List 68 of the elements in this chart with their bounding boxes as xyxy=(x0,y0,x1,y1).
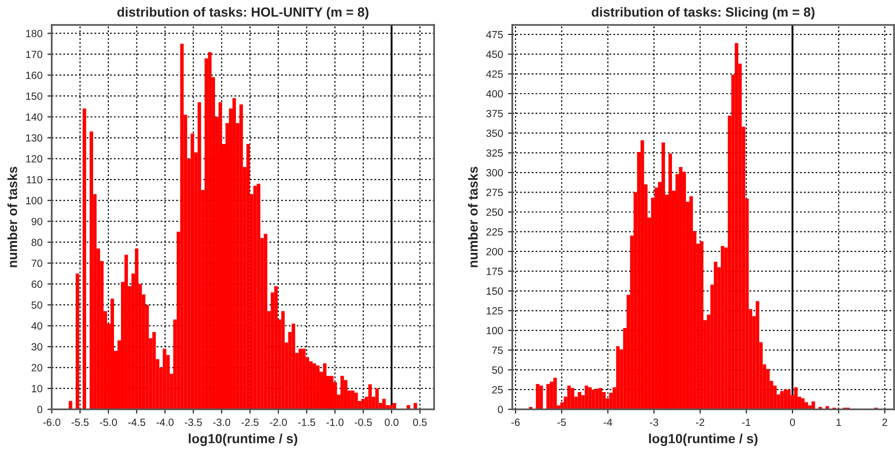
y-tick-label: 250 xyxy=(486,208,503,216)
y-tick-label: 400 xyxy=(486,90,503,98)
chart-title: distribution of tasks: HOL-UNITY (m = 8) xyxy=(117,7,368,20)
x-tick-label: -4 xyxy=(604,418,612,426)
y-tick-label: 90 xyxy=(32,218,42,226)
y-tick-label: 110 xyxy=(26,176,42,184)
y-tick-label: 70 xyxy=(32,260,42,267)
y-tick-label: 300 xyxy=(486,169,503,176)
x-tick-label: -4.0 xyxy=(156,418,174,426)
y-axis-title: number of tasks xyxy=(468,166,478,268)
y-tick-label: 30 xyxy=(32,343,42,351)
y-tick-label: 275 xyxy=(486,188,503,196)
x-tick-label: 1 xyxy=(836,418,842,426)
y-tick-label: 170 xyxy=(26,50,42,58)
y-tick-label: 350 xyxy=(486,130,503,137)
y-tick-label: 140 xyxy=(26,113,42,121)
y-tick-label: 50 xyxy=(32,301,42,309)
x-tick-label: -2.5 xyxy=(241,418,259,426)
y-tick-label: 450 xyxy=(486,50,503,58)
y-tick-label: 40 xyxy=(31,322,42,330)
x-tick-label: 0.0 xyxy=(384,418,398,426)
x-tick-label: -0.5 xyxy=(354,418,372,426)
x-tick-label: 2 xyxy=(882,418,888,426)
y-tick-label: 225 xyxy=(486,228,503,236)
y-tick-label: 125 xyxy=(486,307,503,315)
x-tick-label: -3 xyxy=(650,418,658,426)
x-axis-title: log10(runtime / s) xyxy=(649,434,758,446)
y-tick-label: 80 xyxy=(32,238,42,246)
y-tick-label: 150 xyxy=(486,287,503,295)
y-tick-label: 75 xyxy=(492,346,503,354)
y-tick-label: 175 xyxy=(486,268,503,276)
x-tick-label: -3.5 xyxy=(184,418,202,426)
x-tick-label: 0 xyxy=(790,418,795,426)
y-tick-label: 325 xyxy=(486,149,503,157)
y-tick-label: 50 xyxy=(492,366,503,374)
y-tick-label: 425 xyxy=(486,70,503,78)
x-tick-label: -4.5 xyxy=(128,418,146,426)
y-tick-label: 150 xyxy=(26,92,42,100)
x-tick-label: 0.5 xyxy=(413,418,427,426)
x-tick-label: -1.5 xyxy=(298,418,316,426)
y-tick-label: 0 xyxy=(37,406,42,414)
x-tick-label: -5.5 xyxy=(72,418,89,426)
y-tick-label: 475 xyxy=(486,31,503,38)
x-axis-title: log10(runtime / s) xyxy=(188,434,298,446)
x-tick-label: -1 xyxy=(742,418,750,426)
chart-title: distribution of tasks: Slicing (m = 8) xyxy=(592,7,814,20)
y-tick-label: 180 xyxy=(26,30,42,38)
x-tick-label: -5.0 xyxy=(100,418,117,426)
x-tick-label: -1.0 xyxy=(326,418,344,426)
y-tick-label: 60 xyxy=(32,280,42,288)
y-tick-label: 200 xyxy=(486,248,503,256)
y-tick-label: 100 xyxy=(486,326,503,334)
y-tick-label: 0 xyxy=(498,406,503,414)
y-tick-label: 120 xyxy=(26,155,42,163)
x-tick-label: -2 xyxy=(696,418,704,426)
y-tick-label: 100 xyxy=(26,196,42,204)
y-tick-label: 375 xyxy=(486,110,503,118)
x-tick-label: -6 xyxy=(511,418,520,426)
y-tick-label: 25 xyxy=(492,386,503,394)
x-tick-label: -2.0 xyxy=(270,418,287,426)
y-tick-label: 20 xyxy=(32,364,42,372)
y-tick-label: 130 xyxy=(26,134,42,142)
y-axis-title: number of tasks xyxy=(7,166,18,268)
x-tick-label: -6.0 xyxy=(43,418,60,426)
y-tick-label: 10 xyxy=(32,384,42,392)
x-tick-label: -5 xyxy=(558,418,566,426)
x-tick-label: -3.0 xyxy=(213,418,230,426)
y-tick-label: 160 xyxy=(26,72,42,79)
